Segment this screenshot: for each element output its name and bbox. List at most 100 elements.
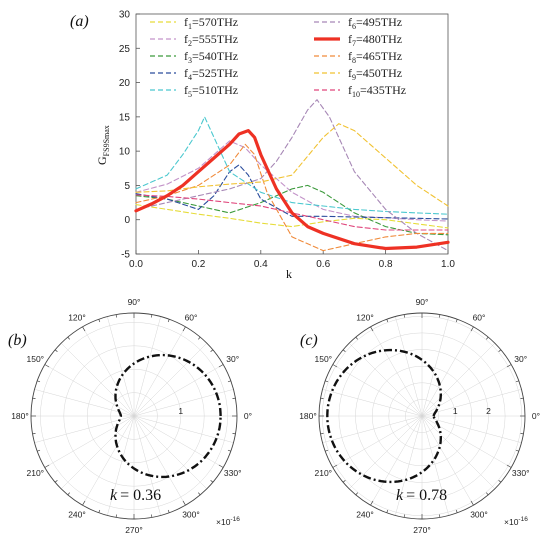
- y-tick-label: -5: [121, 250, 130, 261]
- polar-tick: [486, 492, 489, 496]
- scale-label-b: ×10: [216, 517, 231, 527]
- k-annotation-c: k = 0.78: [396, 487, 447, 504]
- angle-label: 0°: [532, 411, 540, 421]
- polar-tick: [386, 509, 389, 513]
- legend-entry: f10=435THz: [348, 83, 406, 99]
- polar-tick: [470, 500, 474, 506]
- angle-label: 270°: [413, 525, 431, 535]
- polar-tick: [515, 380, 519, 383]
- polar-grid-spoke: [34, 389, 135, 417]
- x-tick-label: 0.8: [379, 259, 393, 270]
- polar-tick: [227, 380, 231, 383]
- x-tick-label: 0.0: [129, 259, 143, 270]
- polar-tick: [439, 514, 441, 518]
- polar-grid-spoke: [44, 415, 135, 468]
- polar-tick: [370, 500, 374, 506]
- series-line-6: [135, 99, 449, 252]
- polar-tick: [355, 336, 358, 340]
- polar-grid-spoke: [332, 364, 423, 417]
- polar-tick: [115, 514, 117, 518]
- polar-tick: [232, 433, 236, 435]
- polar-tick: [439, 314, 441, 318]
- series-line-8: [135, 143, 449, 252]
- polar-grid-spoke: [133, 389, 234, 417]
- legend-entry: f8=465THz: [348, 49, 402, 65]
- angle-label: 150°: [27, 354, 45, 364]
- polar-grid-spoke: [421, 415, 449, 516]
- legend-entry: f5=510THz: [184, 83, 238, 99]
- polar-tick: [54, 349, 58, 352]
- polar-grid-spoke: [421, 415, 474, 506]
- angle-label: 120°: [68, 312, 86, 322]
- scale-factor-b: ×10-16: [216, 516, 240, 527]
- polar-grid-spoke: [133, 364, 224, 417]
- polar-tick: [182, 326, 186, 332]
- polar-tick: [355, 492, 358, 496]
- polar-tick: [198, 336, 201, 340]
- y-tick-label: 30: [119, 10, 131, 21]
- angle-label: 240°: [68, 510, 86, 520]
- y-tick-label: 10: [119, 147, 131, 158]
- k-symbol-c: k: [396, 487, 404, 504]
- polar-grid-spoke: [133, 415, 207, 489]
- polar-grid-spoke: [82, 326, 135, 417]
- radial-tick-label: 1: [453, 406, 458, 416]
- polar-grid-spoke: [421, 415, 522, 443]
- polar-tick: [486, 336, 489, 340]
- polar-panel-c: (c) 0° 30° 60° 90° 120° 150° 180° 210° 240° 270° 3…: [299, 297, 540, 535]
- x-tick-label: 0.2: [191, 259, 205, 270]
- polar-grid-spoke: [133, 415, 224, 468]
- polar-tick: [232, 397, 236, 399]
- polar-tick: [515, 449, 519, 452]
- polar-grid-spoke: [349, 415, 423, 489]
- angle-label: 150°: [315, 354, 333, 364]
- polar-tick: [520, 397, 524, 399]
- polar-tick: [182, 500, 186, 506]
- x-tick-label: 0.6: [316, 259, 330, 270]
- angle-label: 60°: [473, 312, 486, 322]
- angle-label: 240°: [356, 510, 374, 520]
- y-tick-label: 5: [124, 181, 130, 192]
- y-axis-title: GFS9Smax: [95, 125, 111, 165]
- polar-tick: [218, 464, 224, 468]
- polar-grid-spoke: [421, 343, 495, 417]
- polar-tick: [498, 349, 502, 352]
- legend: f1=570THzf2=555THzf3=540THzf4=525THzf5=5…: [150, 15, 406, 99]
- polar-tick: [98, 509, 101, 513]
- angle-label: 270°: [125, 525, 143, 535]
- polar-tick: [151, 514, 153, 518]
- polar-tick: [403, 314, 405, 318]
- polar-plot-c: 0° 30° 60° 90° 120° 150° 180° 210° 240° 270° 300° 3…: [299, 297, 540, 535]
- angle-label: 30°: [514, 354, 527, 364]
- polar-tick: [167, 509, 170, 513]
- polar-tick: [37, 449, 41, 452]
- polar-grid-spoke: [107, 415, 135, 516]
- polar-tick: [506, 464, 512, 468]
- polar-tick: [325, 380, 329, 383]
- legend-entry: f4=525THz: [184, 66, 238, 82]
- polar-grid-spoke: [370, 326, 423, 417]
- polar-grid-spoke: [332, 415, 423, 468]
- polar-curve: [114, 353, 222, 479]
- polar-grid-spoke: [421, 364, 512, 417]
- angle-label: 30°: [226, 354, 239, 364]
- scale-exp-b: -16: [230, 516, 240, 523]
- polar-tick: [470, 326, 474, 332]
- polar-grid-spoke: [395, 316, 423, 417]
- panel-label-b: (b): [8, 332, 27, 349]
- polar-tick: [115, 314, 117, 318]
- polar-grid-spoke: [322, 415, 423, 443]
- x-tick-label: 0.4: [254, 259, 268, 270]
- legend-entry: f3=540THz: [184, 49, 238, 65]
- series-lines: [134, 99, 450, 252]
- series-line-3: [135, 184, 449, 236]
- x-axis-ticks: 0.0 0.2 0.4 0.6 0.8 1.0: [129, 250, 455, 270]
- polar-tick: [151, 314, 153, 318]
- polar-tick: [198, 492, 201, 496]
- polar-tick: [32, 397, 36, 399]
- panel-label-c: (c): [300, 332, 318, 349]
- series-line-7: [134, 129, 450, 251]
- polar-tick: [227, 449, 231, 452]
- polar-tick: [44, 364, 50, 368]
